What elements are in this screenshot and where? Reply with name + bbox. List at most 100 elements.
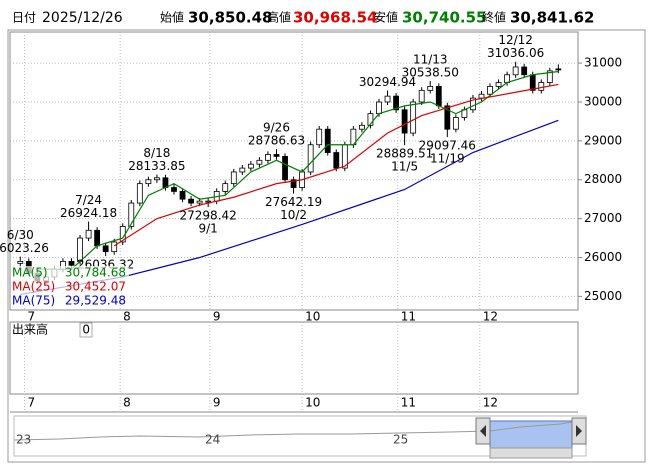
volume-panel (9, 321, 579, 395)
candle-body (487, 86, 493, 95)
volume-box (79, 322, 93, 338)
candle-body (94, 229, 101, 247)
legend-box (11, 266, 129, 308)
annotation-value: 28133.85 (128, 159, 185, 173)
annotation-date: 6/30 (7, 228, 34, 242)
annotation-date: 9/1 (199, 222, 218, 236)
x-tick-label: 8 (123, 310, 131, 324)
legend-value: 29,529.48 (65, 294, 126, 308)
candle-body (444, 105, 451, 130)
candle-body (410, 101, 417, 134)
candle-body (495, 82, 502, 87)
candle-body (307, 144, 314, 173)
candle-body (162, 177, 169, 188)
candle-body (136, 183, 143, 204)
annotation-value: 28889.51 (376, 147, 433, 161)
x-tick-label: 8 (123, 396, 131, 410)
candle-body (273, 154, 280, 157)
candle-body (128, 202, 135, 227)
candle-body (324, 128, 331, 153)
candle-body (239, 167, 246, 173)
legend-value: 30,784.68 (65, 266, 126, 280)
x-tick-label: 9 (213, 310, 221, 324)
candle-body (452, 117, 459, 130)
annotation-value: 28786.63 (248, 134, 305, 148)
x-tick-label: 10 (305, 310, 320, 324)
navigator-window[interactable] (489, 420, 573, 449)
candle-body (470, 97, 476, 111)
candle-body (188, 198, 194, 204)
candle-body (359, 124, 365, 130)
annotation-date: 11/5 (391, 160, 418, 174)
x-tick-label: 12 (483, 310, 498, 324)
field-label: 安値 (374, 10, 398, 25)
navigator-scrollbar[interactable] (489, 447, 573, 459)
x-tick-label: 11 (401, 396, 416, 410)
candle-body (538, 82, 545, 91)
candle-body (521, 66, 528, 76)
candle-body (222, 183, 229, 192)
candle-body (376, 101, 382, 115)
candle-body (179, 191, 186, 200)
x-tick-label: 11 (401, 310, 416, 324)
candle-body (384, 95, 391, 103)
annotation-value: 26924.18 (60, 206, 117, 220)
candle-body (367, 113, 374, 126)
candle-body (247, 163, 254, 169)
legend-name: MA(75) (12, 294, 55, 308)
candle-body (435, 86, 442, 107)
candle-body (154, 177, 160, 181)
candle-body (171, 187, 177, 192)
navigator-label: 23 (16, 433, 31, 447)
field-value: 30,968.54 (293, 9, 377, 27)
y-tick-label: 26000 (584, 250, 622, 264)
x-tick-label: 7 (28, 396, 36, 410)
field-label: 終値 (482, 10, 506, 25)
annotation-value: 29097.46 (419, 139, 476, 153)
y-tick-label: 27000 (584, 211, 622, 225)
candle-body (290, 179, 297, 188)
field-label: 高値 (267, 10, 291, 25)
x-tick-label: 9 (213, 396, 221, 410)
annotation-value: 27298.42 (180, 209, 237, 223)
annotation-value: 30538.50 (402, 66, 459, 80)
candle-body (401, 109, 408, 134)
field-value: 30,841.62 (510, 9, 594, 27)
x-tick-label: 10 (305, 396, 320, 410)
annotation-date: 7/24 (75, 193, 102, 207)
date-label: 日付 (12, 11, 36, 25)
annotation-date: 11/13 (413, 53, 448, 67)
candle-body (17, 260, 24, 264)
ma-line (113, 83, 559, 247)
field-label: 始値 (160, 10, 184, 25)
date: 2025/12/26 (42, 10, 123, 26)
y-tick-label: 25000 (584, 289, 622, 303)
navigator-label: 25 (393, 433, 408, 447)
candle-body (333, 152, 340, 169)
annotation-date: 8/18 (143, 146, 170, 160)
candle-body (504, 74, 511, 83)
annotation-value: 27642.19 (265, 195, 322, 209)
annotation-date: 10/2 (280, 208, 307, 222)
candle-body (478, 93, 485, 99)
candle-body (111, 241, 118, 253)
legend-value: 30,452.07 (65, 280, 126, 294)
x-tick-label: 7 (28, 310, 36, 324)
candle-body (205, 200, 212, 203)
handle-arrow (480, 425, 486, 437)
handle-arrow (576, 425, 582, 437)
candle-body (529, 74, 536, 91)
y-tick-label: 30000 (584, 94, 622, 108)
volume-label: 出来高 (12, 322, 48, 337)
y-tick-label: 29000 (584, 133, 622, 147)
field-value: 30,740.55 (402, 9, 486, 27)
candle-body (68, 260, 75, 266)
candle-body (85, 229, 92, 239)
candle-body (316, 128, 323, 146)
navigator-line (13, 421, 573, 441)
candle-body (196, 200, 203, 204)
candle-body (102, 245, 109, 253)
y-tick-label: 28000 (584, 172, 622, 186)
candle-body (265, 154, 271, 161)
